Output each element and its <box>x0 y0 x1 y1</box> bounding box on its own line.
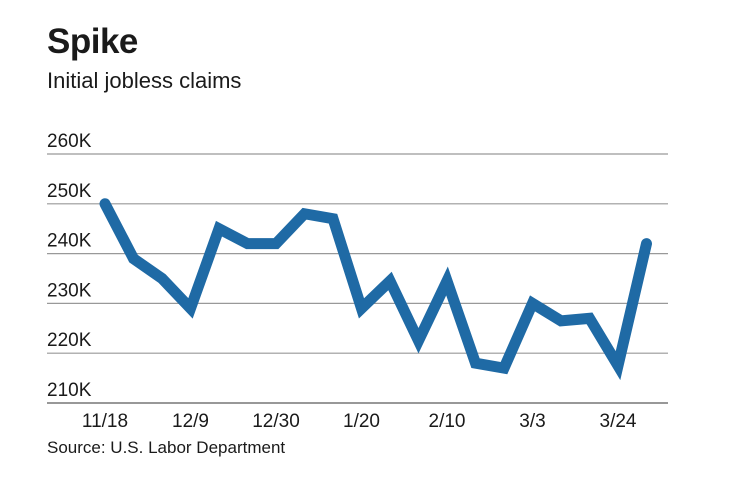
chart-subtitle: Initial jobless claims <box>47 68 242 93</box>
y-tick-label: 220K <box>47 330 92 351</box>
y-tick-label: 240K <box>47 231 92 252</box>
x-tick-label: 3/24 <box>600 411 637 432</box>
series-line <box>99 198 652 381</box>
y-tick-label: 210K <box>47 380 92 401</box>
x-tick-label: 11/18 <box>82 411 128 432</box>
x-tick-label: 12/30 <box>252 411 300 432</box>
y-tick-label: 250K <box>47 181 92 202</box>
x-tick-label: 3/3 <box>519 411 545 432</box>
x-tick-label: 1/20 <box>343 411 380 432</box>
x-tick-label: 12/9 <box>172 411 209 432</box>
y-tick-label: 230K <box>47 280 92 301</box>
x-tick-label: 2/10 <box>429 411 466 432</box>
y-tick-label: 260K <box>47 131 92 152</box>
source-note: Source: U.S. Labor Department <box>47 438 286 457</box>
chart-title: Spike <box>47 22 138 61</box>
